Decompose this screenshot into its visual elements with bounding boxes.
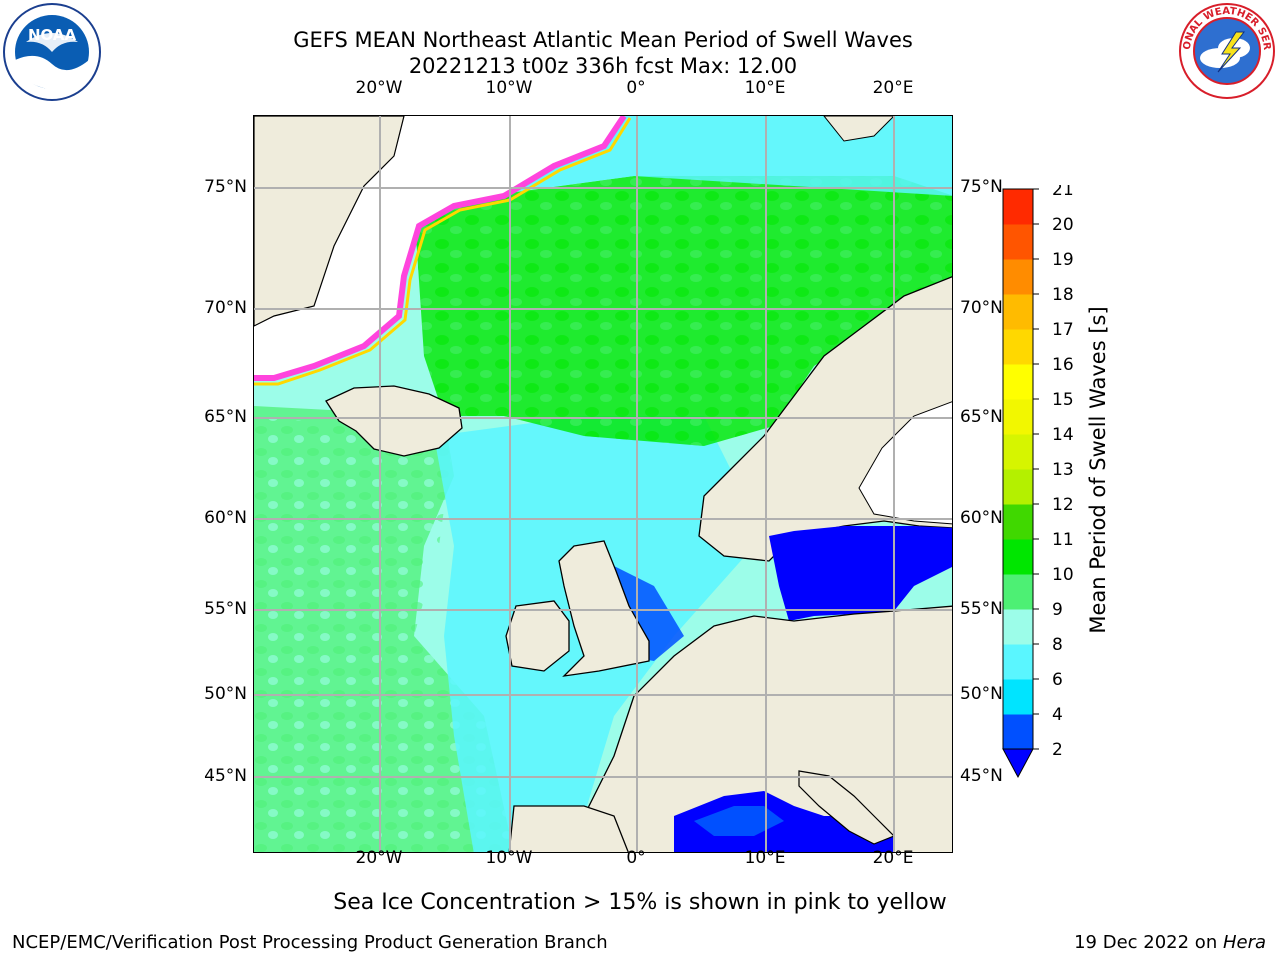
colorbar-swatch [1003, 329, 1033, 365]
lat-label-left: 55°N [204, 599, 247, 619]
footer-left: NCEP/EMC/Verification Post Processing Pr… [12, 932, 608, 953]
colorbar-swatch [1003, 189, 1033, 225]
lon-label-top: 10°W [485, 78, 533, 98]
iceland-land [325, 385, 463, 457]
colorbar: 2 4 6 8 9 10 11 12 13 14 15 16 17 18 19 20 21 [1000, 180, 1120, 789]
lat-label-right: 70°N [960, 298, 1003, 318]
italy-land [798, 770, 896, 845]
noaa-logo-text: NOAA [28, 26, 77, 44]
swell-texture-north [414, 176, 952, 446]
footer-date: 19 Dec 2022 on [1074, 932, 1223, 953]
colorbar-swatch [1003, 224, 1033, 260]
nws-logo: NATIONAL WEATHER SERVICE [1174, 0, 1276, 100]
colorbar-swatch [1003, 504, 1033, 540]
colorbar-swatch [1003, 609, 1033, 645]
lat-label-left: 75°N [204, 177, 247, 197]
colorbar-tick-label: 8 [1052, 635, 1063, 655]
colorbar-swatch [1003, 469, 1033, 505]
baltic-sea [769, 526, 952, 621]
colorbar-tick-label: 19 [1052, 250, 1074, 270]
map-svg [254, 116, 952, 852]
lat-label-left: 60°N [204, 508, 247, 528]
footer-machine: Hera [1222, 932, 1266, 953]
lon-label-bottom: 10°W [485, 848, 533, 868]
lat-label-right: 60°N [960, 508, 1003, 528]
sea-ice-caption: Sea Ice Concentration > 15% is shown in … [333, 890, 947, 915]
colorbar-under-arrow [1002, 748, 1034, 779]
colorbar-tick-label: 15 [1052, 390, 1074, 410]
lat-label-right: 50°N [960, 684, 1003, 704]
lat-label-left: 70°N [204, 298, 247, 318]
lat-label-right: 55°N [960, 599, 1003, 619]
footer-right: 19 Dec 2022 on Hera [1074, 932, 1266, 953]
colorbar-tick-label: 17 [1052, 320, 1074, 340]
map-panel [253, 115, 953, 853]
colorbar-swatch [1003, 539, 1033, 575]
sea-ice-edge [254, 116, 627, 381]
colorbar-tick-label: 11 [1052, 530, 1074, 550]
colorbar-swatch [1003, 434, 1033, 470]
colorbar-tick-label: 2 [1052, 740, 1063, 760]
svalbard-land [823, 116, 895, 142]
colorbar-tick-label: 20 [1052, 215, 1074, 235]
lat-label-left: 45°N [204, 766, 247, 786]
colorbar-swatch [1003, 294, 1033, 330]
great-britain-land [558, 540, 650, 677]
lat-label-right: 65°N [960, 407, 1003, 427]
colorbar-tick-label: 16 [1052, 355, 1074, 375]
colorbar-svg: 2 4 6 8 9 10 11 12 13 14 15 16 17 18 19 20 21 [1002, 180, 1074, 779]
swell-texture-west [254, 416, 514, 852]
lon-label-top: 0° [626, 78, 646, 98]
colorbar-swatch [1003, 714, 1033, 750]
colorbar-tick-label: 12 [1052, 495, 1074, 515]
lon-label-bottom: 10°E [744, 848, 786, 868]
lon-label-top: 10°E [744, 78, 786, 98]
graticule [254, 116, 952, 852]
bothnia-ice [858, 401, 952, 525]
mediterranean-light [694, 806, 784, 836]
colorbar-tick-label: 18 [1052, 285, 1074, 305]
colorbar-tick-label: 4 [1052, 705, 1063, 725]
mediterranean-sea [674, 791, 894, 852]
lat-label-left: 50°N [204, 684, 247, 704]
chart-subtitle: 20221213 t00z 336h fcst Max: 12.00 [408, 54, 798, 78]
lat-label-right: 75°N [960, 177, 1003, 197]
lon-label-top: 20°W [355, 78, 403, 98]
lon-label-bottom: 0° [626, 848, 646, 868]
colorbar-tick-label: 13 [1052, 460, 1074, 480]
colorbar-swatch [1003, 679, 1033, 715]
colorbar-swatch [1003, 364, 1033, 400]
sea-ice-edge-yellow [254, 117, 632, 386]
colorbar-tick-label: 9 [1052, 600, 1063, 620]
lon-label-top: 20°E [872, 78, 914, 98]
lon-label-bottom: 20°W [355, 848, 403, 868]
ireland-land [505, 600, 570, 672]
lat-label-left: 65°N [204, 407, 247, 427]
lon-label-bottom: 20°E [872, 848, 914, 868]
noaa-logo: NOAA [2, 2, 102, 102]
colorbar-tick-label: 10 [1052, 565, 1074, 585]
chart-title: GEFS MEAN Northeast Atlantic Mean Period… [293, 28, 913, 52]
colorbar-swatch [1003, 644, 1033, 680]
colorbar-swatch [1003, 259, 1033, 295]
lat-label-right: 45°N [960, 766, 1003, 786]
colorbar-tick-label: 21 [1052, 185, 1074, 200]
colorbar-label-text: Mean Period of Swell Waves [s] [1086, 306, 1110, 634]
greenland-land [254, 116, 405, 327]
colorbar-swatch [1003, 574, 1033, 610]
colorbar-tick-label: 6 [1052, 670, 1063, 690]
colorbar-swatch [1003, 399, 1033, 435]
colorbar-tick-label: 14 [1052, 425, 1074, 445]
